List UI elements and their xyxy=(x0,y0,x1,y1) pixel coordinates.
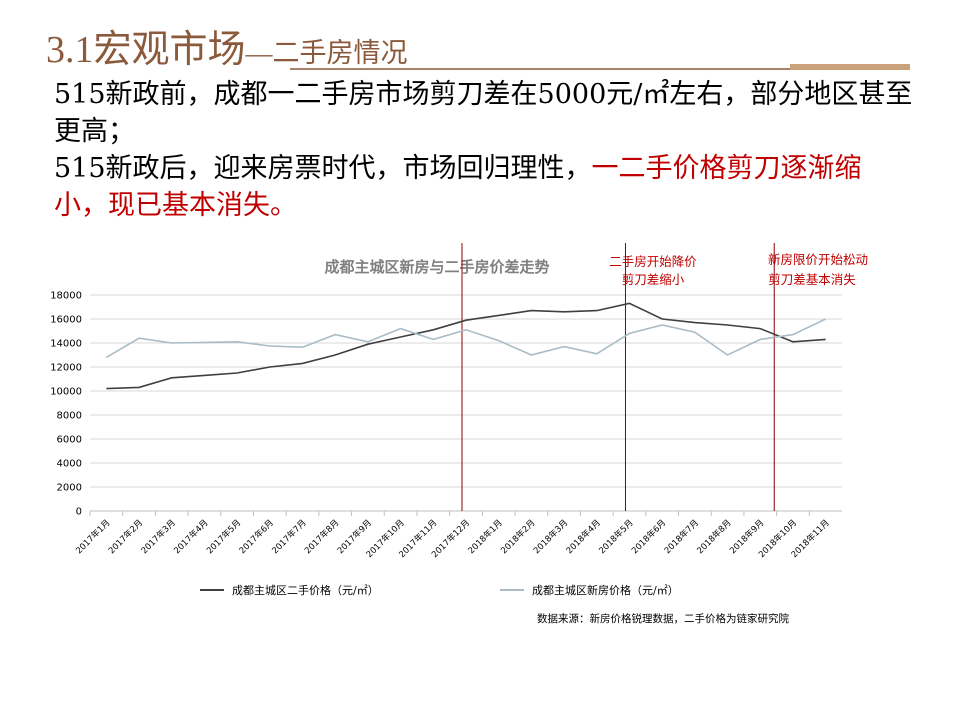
y-tick-label: 18000 xyxy=(50,291,82,302)
series-line xyxy=(106,302,826,390)
y-tick-label: 4000 xyxy=(57,459,82,470)
x-tick-label: 2017年6月 xyxy=(237,517,276,556)
title-main: 3.1宏观市场 xyxy=(46,29,246,71)
y-tick-label: 2000 xyxy=(57,483,82,494)
slide-title: 3.1宏观市场—二手房情况 xyxy=(46,18,408,73)
x-tick-label: 2018年2月 xyxy=(499,517,538,556)
y-tick-label: 6000 xyxy=(57,435,82,446)
x-tick-label: 2018年3月 xyxy=(531,517,570,556)
annotation: 剪刀差基本消失 xyxy=(768,272,856,287)
x-tick-label: 2017年2月 xyxy=(106,517,145,556)
x-tick-label: 2017年4月 xyxy=(172,517,211,556)
chart-title: 成都主城区新房与二手房价差走势 xyxy=(324,258,549,276)
x-tick-label: 2018年1月 xyxy=(466,517,505,556)
series-line xyxy=(105,318,826,359)
x-tick-label: 2017年3月 xyxy=(139,517,178,556)
x-tick-label: 2017年7月 xyxy=(270,517,309,556)
legend-label: 成都主城区二手价格（元/㎡） xyxy=(232,583,379,597)
source-note: 数据来源：新房价格锐理数据，二手价格为链家研究院 xyxy=(537,612,789,625)
title-sub: —二手房情况 xyxy=(245,38,408,68)
y-tick-label: 10000 xyxy=(50,387,82,398)
annotation: 新房限价开始松动 xyxy=(768,252,868,267)
body-text: 515新政前，成都一二手房市场剪刀差在5000元/㎡左右，部分地区甚至更高； 5… xyxy=(54,76,914,224)
annotation: 剪刀差缩小 xyxy=(622,272,685,287)
x-tick-label: 2018年7月 xyxy=(662,517,701,556)
paragraph: 515新政后，迎来房票时代，市场回归理性，一二手价格剪刀逐渐缩小，现已基本消失。 xyxy=(54,150,914,224)
y-tick-label: 14000 xyxy=(50,339,82,350)
annotation: 二手房开始降价 xyxy=(609,254,697,269)
x-tick-label: 2018年6月 xyxy=(629,517,668,556)
x-tick-label: 2017年5月 xyxy=(204,517,243,556)
title-accent xyxy=(790,64,910,70)
y-tick-label: 8000 xyxy=(57,411,82,422)
y-tick-label: 12000 xyxy=(50,363,82,374)
legend-label: 成都主城区新房价格（元/㎡） xyxy=(532,583,679,597)
x-tick-label: 2017年8月 xyxy=(302,517,341,556)
y-tick-label: 0 xyxy=(76,507,82,518)
x-tick-label: 2018年5月 xyxy=(597,517,636,556)
x-tick-label: 2017年1月 xyxy=(74,517,113,556)
y-tick-label: 16000 xyxy=(50,315,82,326)
text: 515新政后，迎来房票时代，市场回归理性， xyxy=(54,153,592,184)
paragraph: 515新政前，成都一二手房市场剪刀差在5000元/㎡左右，部分地区甚至更高； xyxy=(54,76,914,150)
x-tick-label: 2018年4月 xyxy=(564,517,603,556)
x-tick-label: 2018年8月 xyxy=(695,517,734,556)
highlight: 一二手价格剪刀逐渐缩小，现已基本消失。 xyxy=(54,153,862,221)
text: 515新政前，成都一二手房市场剪刀差在5000元/㎡左右，部分地区甚至更高； xyxy=(54,79,913,147)
